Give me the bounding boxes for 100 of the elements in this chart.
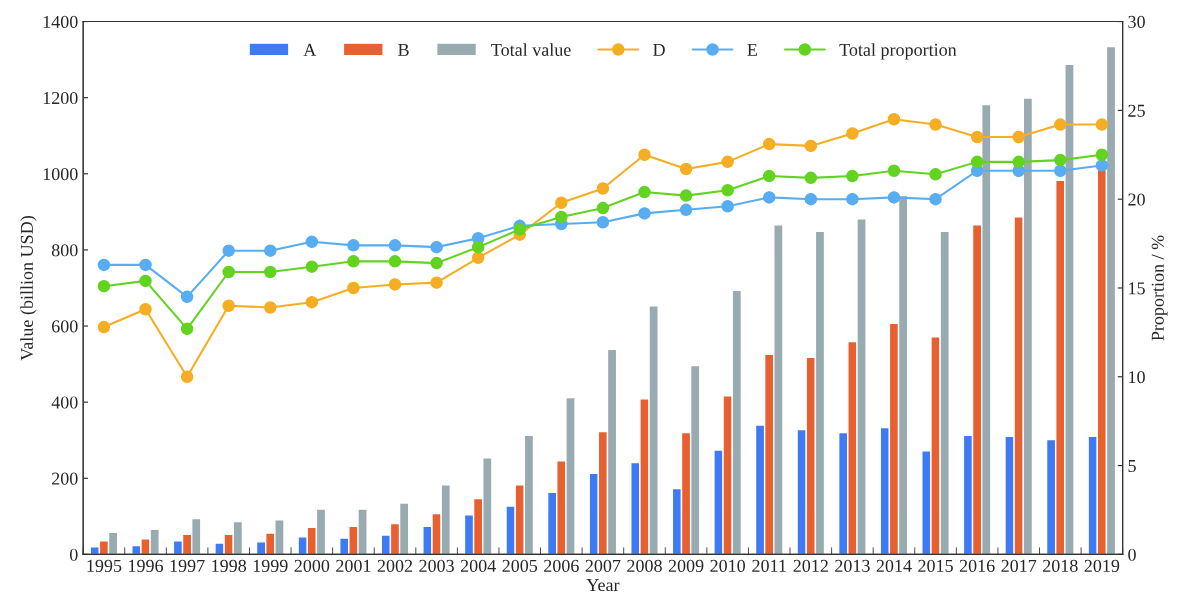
point	[1095, 148, 1109, 162]
point	[180, 290, 194, 304]
x-tick-label: 2009	[668, 559, 704, 572]
x-tick-label: 2019	[1084, 559, 1120, 572]
x-tick-label: 2011	[752, 559, 786, 572]
point	[180, 322, 194, 336]
y2-tick-label: 0	[1128, 548, 1136, 561]
point	[347, 281, 360, 295]
point	[388, 255, 402, 268]
x-tick-label: 1995	[87, 559, 122, 572]
point	[721, 200, 734, 213]
x-tick-label: 2014	[876, 559, 912, 572]
x-tick-label: 1996	[129, 559, 164, 572]
y-tick-label: 1000	[43, 168, 78, 181]
y-tick-label: 200	[52, 472, 78, 485]
point	[970, 155, 984, 169]
point	[762, 191, 776, 204]
point	[970, 130, 984, 144]
legend-label: Total value	[491, 43, 571, 56]
y2-tick-label: 15	[1129, 282, 1145, 295]
point	[388, 239, 402, 252]
legend-label: E	[747, 43, 757, 56]
point	[1095, 118, 1109, 131]
legend-label: D	[653, 43, 665, 56]
point	[721, 184, 734, 197]
point	[929, 192, 942, 206]
point	[555, 196, 568, 209]
legend-label: Total proportion	[839, 43, 957, 60]
x-tick-label: 2013	[835, 559, 870, 572]
y2-tick-label: 20	[1128, 193, 1145, 206]
point	[1054, 153, 1067, 167]
x-tick-label: 2002	[377, 559, 413, 572]
point	[721, 155, 734, 169]
y-axis-title: Value (billion USD)	[20, 216, 37, 361]
point	[679, 162, 693, 176]
y2-tick-label: 10	[1129, 371, 1145, 384]
point	[139, 258, 152, 272]
point	[264, 265, 277, 279]
point	[305, 295, 319, 309]
x-tick-label: 2004	[460, 559, 496, 572]
point	[180, 370, 194, 384]
point	[596, 182, 610, 195]
point	[846, 169, 859, 183]
point	[555, 210, 568, 224]
x-tick-label: 2008	[627, 559, 662, 572]
point	[846, 127, 859, 140]
point	[305, 235, 319, 249]
x-tick-label: 2003	[419, 559, 454, 572]
point	[471, 240, 485, 254]
point	[762, 169, 776, 183]
point	[1012, 130, 1025, 144]
point	[97, 279, 111, 293]
y2-tick-label: 5	[1128, 460, 1136, 473]
y-tick-label: 1200	[43, 91, 78, 105]
point	[97, 320, 111, 334]
x-tick-label: 2010	[710, 559, 746, 572]
point	[929, 168, 942, 181]
point	[887, 164, 901, 178]
x-tick-label: 2016	[959, 559, 995, 572]
y-tick-label: 1400	[43, 15, 78, 28]
point	[679, 203, 693, 217]
point	[638, 148, 651, 162]
point	[887, 112, 901, 126]
point	[264, 301, 277, 314]
x-tick-label: 2017	[1001, 559, 1037, 572]
y-tick-label: 800	[51, 244, 78, 257]
x-tick-label: 1999	[253, 559, 288, 572]
point	[139, 303, 152, 316]
point	[846, 192, 859, 206]
point	[471, 251, 485, 265]
x-tick-label: 2015	[918, 559, 953, 572]
point	[430, 240, 443, 254]
y2-tick-label: 25	[1128, 104, 1145, 117]
point	[347, 255, 360, 268]
point	[929, 118, 942, 131]
point	[638, 207, 651, 220]
x-tick-label: 1998	[212, 559, 247, 572]
point	[430, 276, 443, 289]
y-tick-label: 400	[51, 396, 78, 409]
point	[264, 244, 277, 257]
point	[596, 216, 610, 229]
point	[762, 137, 776, 151]
legend-label: B	[398, 43, 409, 56]
point	[97, 258, 111, 272]
x-tick-label: 2005	[502, 559, 538, 572]
point	[804, 171, 818, 185]
point	[1012, 155, 1025, 169]
point	[679, 189, 693, 202]
x-tick-label: 2018	[1043, 559, 1078, 572]
y-tick-label: 0	[69, 548, 78, 561]
y-tick-label: 600	[51, 320, 78, 333]
x-tick-label: 1997	[170, 559, 205, 572]
point	[139, 274, 152, 288]
y2-tick-label: 30	[1128, 15, 1145, 28]
point	[513, 223, 527, 236]
point	[638, 185, 651, 199]
point	[222, 299, 235, 312]
x-tick-label: 2006	[544, 559, 579, 572]
x-tick-label: 2000	[294, 559, 330, 572]
point	[388, 278, 402, 291]
